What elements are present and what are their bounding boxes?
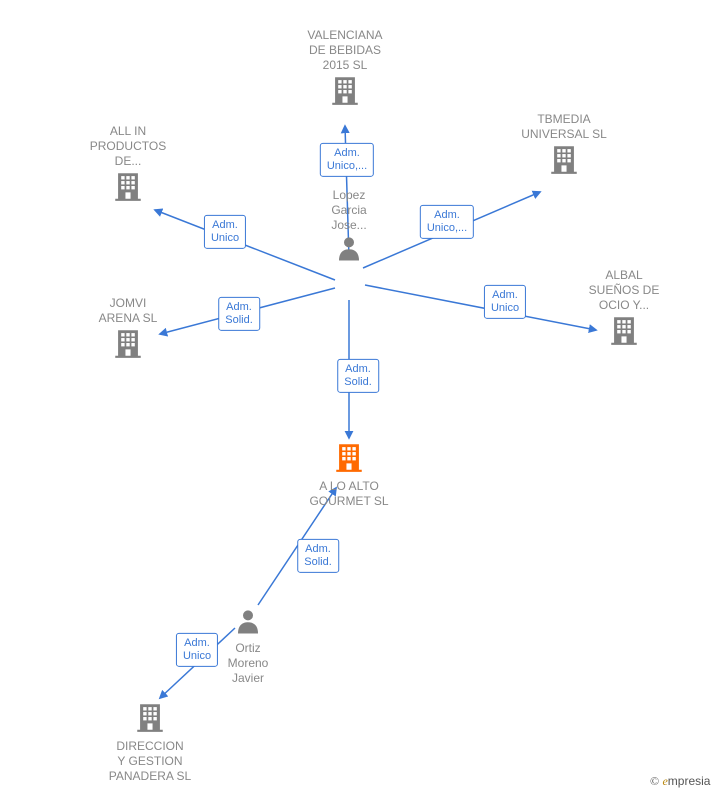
edge-label: Adm. Unico [204,215,246,249]
building-icon [607,313,641,347]
building-icon [111,326,145,360]
building-icon [111,169,145,203]
node-label: ALL IN PRODUCTOS DE... [68,124,188,169]
person-icon [334,233,364,263]
company-node-allin[interactable]: ALL IN PRODUCTOS DE... [68,124,188,208]
building-icon [328,73,362,107]
company-node-jomvi[interactable]: JOMVI ARENA SL [68,296,188,365]
node-label: DIRECCION Y GESTION PANADERA SL [90,739,210,784]
node-label: JOMVI ARENA SL [68,296,188,326]
copyright-symbol: © [650,774,659,788]
person-icon [233,606,263,636]
company-node-tbmedia[interactable]: TBMEDIA UNIVERSAL SL [504,112,624,181]
node-label: A LO ALTO GOURMET SL [289,479,409,509]
building-icon [547,142,581,176]
person-node-lopez[interactable]: Lopez Garcia Jose... [289,188,409,268]
building-icon [133,700,167,734]
node-label: TBMEDIA UNIVERSAL SL [504,112,624,142]
edge-label: Adm. Unico [484,285,526,319]
brand-rest: mpresia [668,774,711,788]
edge-label: Adm. Solid. [337,359,379,393]
copyright: © empresia [650,774,710,789]
company-node-albal[interactable]: ALBAL SUEÑOS DE OCIO Y... [564,268,684,352]
node-label: Lopez Garcia Jose... [289,188,409,233]
company-node-direccion[interactable]: DIRECCION Y GESTION PANADERA SL [90,700,210,784]
node-label: ALBAL SUEÑOS DE OCIO Y... [564,268,684,313]
edge-label: Adm. Unico,... [420,205,474,239]
node-label: VALENCIANA DE BEBIDAS 2015 SL [285,28,405,73]
edge-label: Adm. Solid. [297,539,339,573]
company-node-valenciana[interactable]: VALENCIANA DE BEBIDAS 2015 SL [285,28,405,112]
edge-label: Adm. Unico [176,633,218,667]
diagram-stage: VALENCIANA DE BEBIDAS 2015 SL ALL IN PRO… [0,0,728,795]
building-icon [332,440,366,474]
edge-label: Adm. Unico,... [320,143,374,177]
edge-line [365,285,596,330]
edge-label: Adm. Solid. [218,297,260,331]
company-node-aloalto[interactable]: A LO ALTO GOURMET SL [289,440,409,509]
